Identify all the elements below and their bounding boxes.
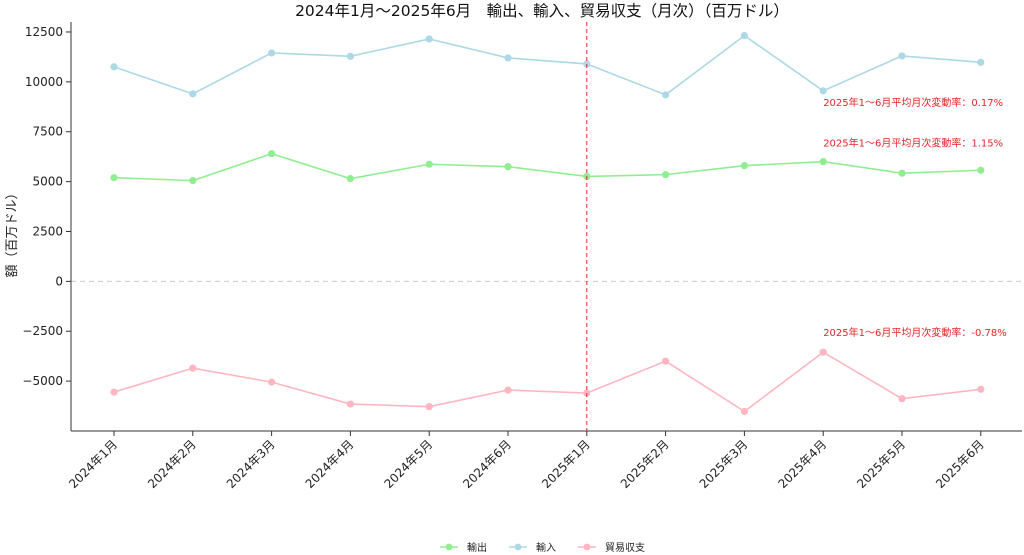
y-tick-label: 10000	[25, 75, 63, 89]
x-tick-label: 2025年3月	[697, 437, 751, 491]
series-point-1	[346, 52, 354, 60]
y-axis-label: 額（百万ドル）	[5, 186, 20, 277]
series-point-2	[110, 388, 118, 396]
x-tick-label: 2024年5月	[381, 437, 435, 491]
series-point-1	[898, 52, 906, 60]
y-tick-label: 5000	[32, 175, 63, 189]
y-tick-label: 12500	[25, 25, 63, 39]
series-point-1	[977, 58, 985, 66]
y-ticks-group: 12500 10000 7500 5000 2500 0 −2500 −5000	[22, 25, 71, 388]
annotation: 2025年1～6月平均月次変動率：1.15%	[823, 137, 1003, 150]
y-tick-label: 7500	[32, 125, 63, 139]
x-tick-label: 2025年1月	[539, 437, 593, 491]
series-group	[110, 31, 985, 416]
x-tick-label: 2024年4月	[303, 437, 357, 491]
series-point-0	[504, 163, 512, 171]
series-point-0	[268, 150, 276, 158]
axes-group	[70, 22, 1022, 432]
series-point-2	[189, 364, 197, 372]
series-point-1	[425, 35, 433, 43]
x-tick-label: 2024年6月	[460, 437, 514, 491]
series-point-2	[268, 378, 276, 386]
annotation: 2025年1～6月平均月次変動率：-0.78%	[823, 326, 1007, 339]
y-tick-label: 0	[55, 274, 63, 288]
series-point-2	[504, 386, 512, 394]
y-tick-label: −2500	[22, 324, 63, 338]
series-point-2	[898, 395, 906, 403]
x-tick-label: 2025年6月	[933, 437, 987, 491]
legend-label: 輸出	[467, 541, 487, 554]
series-point-0	[898, 169, 906, 177]
x-tick-label: 2025年4月	[775, 437, 829, 491]
series-point-1	[583, 60, 591, 68]
series-point-2	[740, 407, 749, 416]
series-point-0	[189, 177, 197, 185]
series-point-0	[425, 160, 433, 168]
series-point-1	[189, 90, 197, 98]
chart-title: 2024年1月～2025年6月 輸出、輸入、貿易収支（月次）（百万ドル）	[295, 2, 789, 20]
x-tick-label: 2024年3月	[224, 437, 278, 491]
series-point-1	[662, 91, 670, 99]
series-line-1	[113, 34, 981, 96]
series-point-1	[819, 87, 827, 95]
series-line-0	[113, 152, 981, 182]
series-point-0	[819, 158, 827, 166]
series-point-0	[110, 174, 118, 182]
annotations-group: 2025年1～6月平均月次変動率：0.17% 2025年1～6月平均月次変動率：1…	[823, 96, 1007, 339]
x-tick-label: 2025年2月	[618, 437, 672, 491]
y-tick-label: 2500	[32, 224, 63, 238]
y-tick-label: −5000	[22, 374, 63, 388]
series-point-2	[819, 348, 827, 356]
x-ticks-group: 2024年1月 2024年2月 2024年3月 2024年4月 2024年5月 2024年…	[66, 431, 987, 491]
series-point-0	[662, 171, 670, 179]
legend-label: 貿易収支	[605, 542, 645, 554]
legend: 輸出 輸入 貿易収支	[440, 541, 645, 554]
legend-swatch-marker	[514, 543, 522, 551]
series-point-1	[740, 31, 749, 40]
legend-label: 輸入	[536, 541, 556, 554]
series-point-2	[346, 400, 354, 408]
x-tick-label: 2025年5月	[854, 437, 908, 491]
series-point-2	[977, 385, 985, 393]
series-point-0	[346, 175, 354, 183]
series-point-0	[977, 166, 985, 174]
series-point-2	[425, 403, 433, 411]
series-point-1	[504, 54, 512, 62]
legend-swatch-marker	[583, 543, 591, 551]
series-line-2	[113, 351, 981, 413]
series-point-0	[740, 162, 749, 170]
series-point-1	[110, 63, 118, 71]
annotation: 2025年1～6月平均月次変動率：0.17%	[823, 96, 1003, 109]
series-point-2	[662, 357, 670, 365]
series-point-1	[268, 49, 276, 57]
x-tick-label: 2024年2月	[145, 437, 199, 491]
x-tick-label: 2024年1月	[66, 437, 120, 491]
legend-swatch-marker	[445, 543, 453, 551]
